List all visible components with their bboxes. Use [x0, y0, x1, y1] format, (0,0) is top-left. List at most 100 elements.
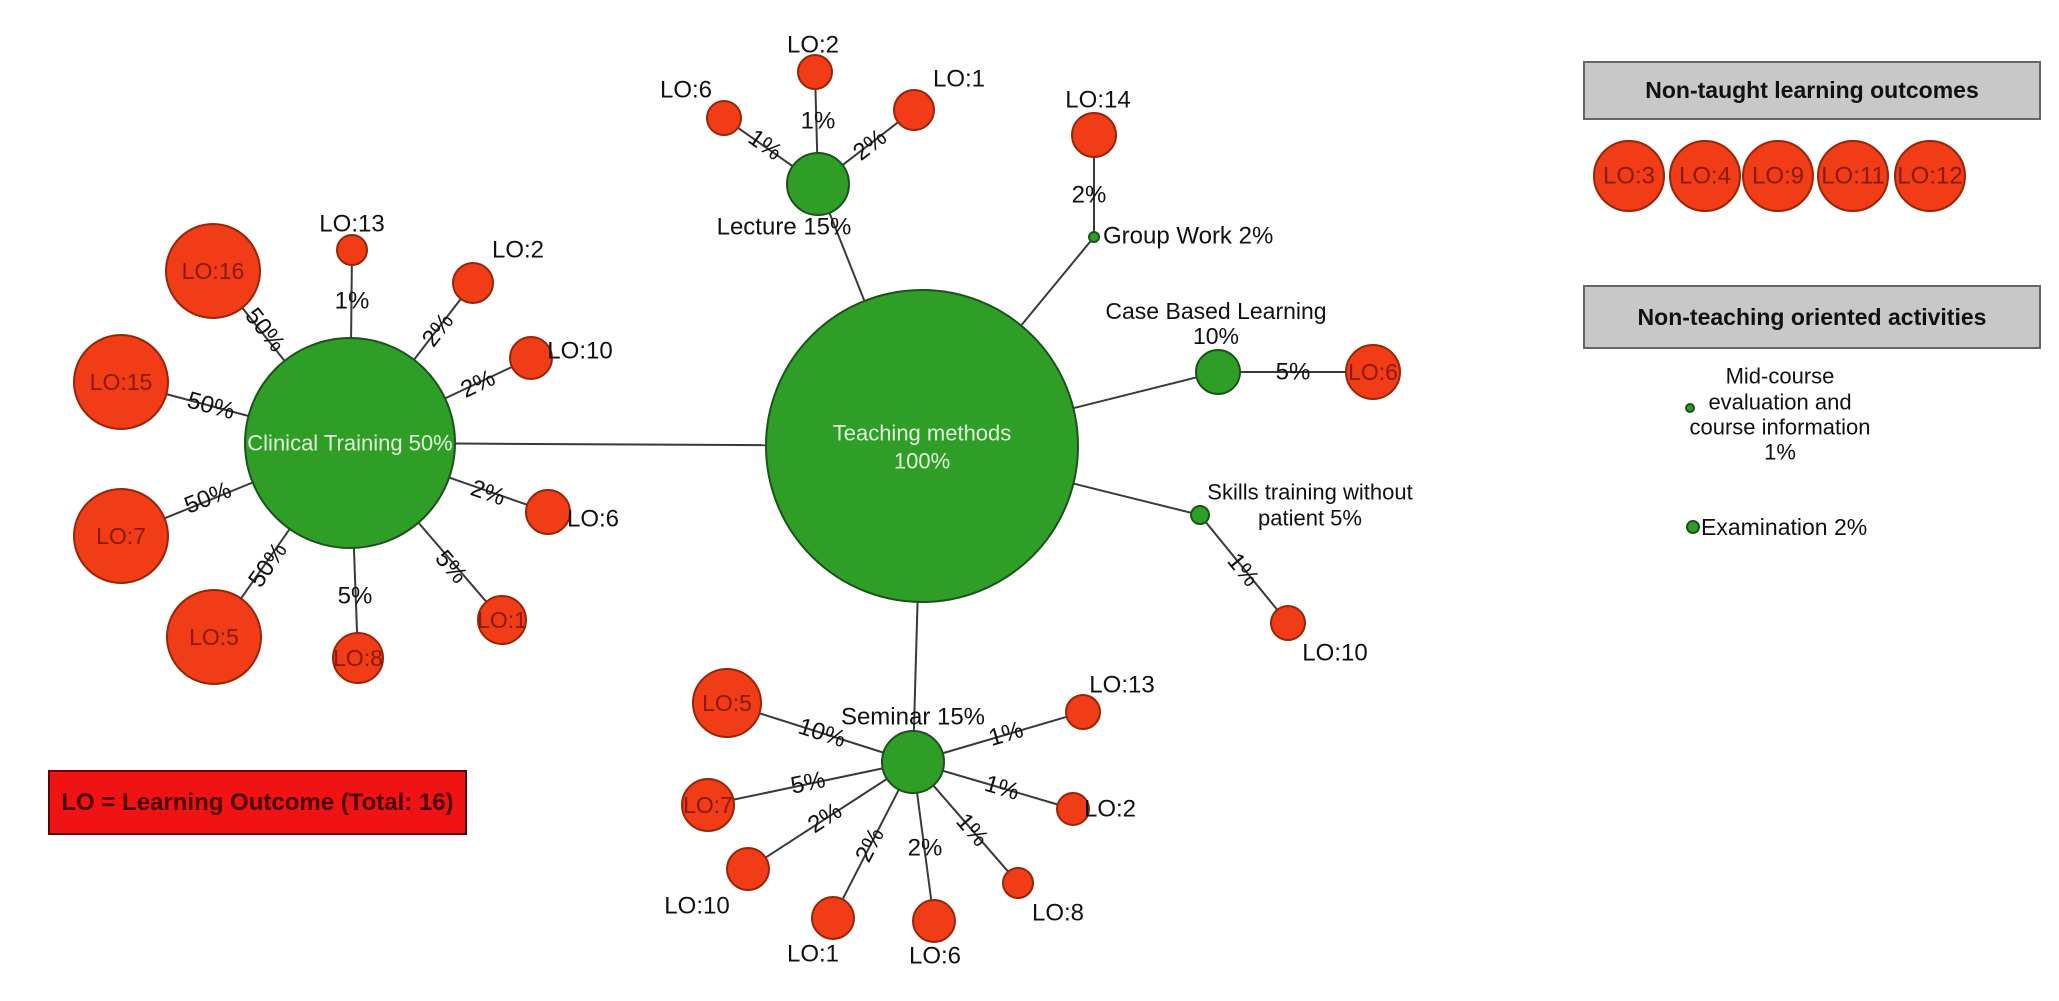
- edge-label-clinical-c-lo1: 5%: [429, 545, 472, 589]
- edge-label-lecture-l-lo1: 2%: [848, 124, 892, 167]
- edge-seminar-s-lo13: [942, 715, 1067, 755]
- node-s-lo7: [681, 778, 735, 832]
- node-gw-lo14: [1071, 112, 1117, 158]
- node-c-lo15: [73, 334, 169, 430]
- node-label-c-lo16-0: LO:16: [182, 258, 245, 284]
- node-label-nt-lo3-0: LO:3: [1603, 163, 1655, 190]
- edge-clinical-c-lo13: [350, 264, 353, 339]
- node-l-lo1: [893, 89, 935, 131]
- node-clinical: [244, 337, 456, 549]
- edge-label-clinical-c-lo8: 5%: [338, 583, 373, 610]
- node-s-lo10: [726, 847, 770, 891]
- label-seminar-lo6: LO:6: [909, 943, 961, 970]
- edge-seminar-s-lo2: [942, 769, 1058, 806]
- edge-clinical-c-lo8: [352, 547, 359, 634]
- label-clinical-lo2: LO:2: [492, 237, 544, 264]
- label-lo14: LO:14: [1065, 87, 1130, 114]
- label-seminar-lo2: LO:2: [1084, 796, 1136, 823]
- edge-label-clinical-c-lo10: 2%: [457, 364, 500, 403]
- edge-clinical-c-lo15: [166, 393, 249, 417]
- edge-teaching-cbl: [1073, 376, 1197, 410]
- label-lecture: Lecture 15%: [717, 214, 852, 241]
- edge-seminar-s-lo6: [916, 792, 933, 901]
- label-skills-line1: Skills training without: [1207, 480, 1412, 505]
- label-clinical-lo13: LO:13: [319, 211, 384, 238]
- label-case-based-learning: Case Based Learning: [1105, 298, 1326, 324]
- edge-clinical-c-lo1: [417, 522, 488, 603]
- label-midcourse-pct: 1%: [1764, 440, 1796, 465]
- node-c-lo1: [477, 595, 527, 645]
- edge-label-seminar-s-lo7: 5%: [788, 766, 827, 800]
- node-s-lo8: [1002, 867, 1034, 899]
- label-clinical-lo6: LO:6: [567, 506, 619, 533]
- label-midcourse-line1: Mid-course: [1726, 364, 1835, 389]
- edge-clinical-c-lo7: [164, 481, 254, 520]
- panel-header-non-teaching: Non-teaching oriented activities: [1583, 285, 2041, 349]
- node-label-cbl-lo6-0: LO:6: [1348, 359, 1398, 385]
- edge-seminar-s-lo5: [759, 712, 884, 754]
- node-dot-midcourse: [1685, 403, 1695, 413]
- label-examination: Examination 2%: [1701, 514, 1867, 540]
- node-label-c-lo1-0: LO:1: [477, 607, 527, 633]
- edge-lecture-l-lo6: [737, 126, 794, 168]
- node-cbl: [1195, 349, 1241, 395]
- label-clinical-lo10: LO:10: [547, 338, 612, 365]
- edge-clinical-c-lo5: [240, 528, 291, 600]
- node-dot-exam: [1686, 520, 1700, 534]
- node-s-lo1: [811, 896, 855, 940]
- panel-header-non-taught: Non-taught learning outcomes: [1583, 61, 2041, 120]
- label-skills-line2: patient 5%: [1258, 506, 1362, 531]
- label-lecture-lo1: LO:1: [933, 66, 985, 93]
- node-c-lo16: [165, 223, 261, 319]
- node-c-lo2: [452, 262, 494, 304]
- edge-lecture-l-lo2: [814, 88, 819, 154]
- edge-label-seminar-s-lo6: 2%: [908, 835, 943, 862]
- edge-clinical-c-lo10: [444, 366, 513, 400]
- edge-clinical-c-lo16: [241, 307, 286, 362]
- node-cbl-lo6: [1345, 344, 1401, 400]
- node-c-lo13: [336, 234, 368, 266]
- edge-label-clinical-c-lo15: 50%: [184, 387, 237, 425]
- node-lecture: [786, 152, 850, 216]
- label-seminar-lo8: LO:8: [1032, 900, 1084, 927]
- node-label-nt-lo9-0: LO:9: [1752, 163, 1804, 190]
- edge-teaching-seminar: [912, 601, 919, 732]
- edge-clinical-c-lo6: [448, 476, 528, 506]
- edge-label-seminar-s-lo8: 1%: [950, 808, 993, 852]
- edge-label-clinical-c-lo7: 50%: [181, 476, 236, 519]
- node-label-nt-lo4-0: LO:4: [1679, 163, 1731, 190]
- node-c-lo5: [166, 589, 262, 685]
- node-label-s-lo7-0: LO:7: [683, 792, 733, 818]
- node-label-s-lo5-0: LO:5: [702, 690, 752, 716]
- label-seminar-lo10: LO:10: [664, 893, 729, 920]
- edge-label-seminar-s-lo13: 1%: [986, 716, 1027, 752]
- edge-teaching-groupwork: [1020, 240, 1092, 327]
- edge-label-lecture-l-lo6: 1%: [743, 124, 787, 166]
- node-label-clinical-0: Clinical Training 50%: [247, 431, 452, 456]
- node-label-nt-lo11-0: LO:11: [1821, 163, 1885, 190]
- label-seminar: Seminar 15%: [841, 704, 985, 731]
- edge-label-clinical-c-lo6: 2%: [467, 475, 509, 512]
- edge-seminar-s-lo1: [841, 789, 900, 900]
- label-group-work: Group Work 2%: [1103, 223, 1273, 250]
- label-seminar-lo1: LO:1: [787, 941, 839, 968]
- node-s-lo6: [912, 899, 956, 943]
- node-groupwork: [1088, 231, 1100, 243]
- edge-skills-sk-lo10: [1204, 521, 1279, 611]
- edge-label-groupwork-gw-lo14: 2%: [1072, 182, 1107, 209]
- node-label-c-lo8-0: LO:8: [333, 645, 383, 671]
- label-lecture-lo6: LO:6: [660, 77, 712, 104]
- node-nt-lo9: [1742, 140, 1814, 212]
- edge-seminar-s-lo8: [932, 784, 1009, 873]
- node-c-lo8: [332, 632, 384, 684]
- edge-teaching-lecture: [828, 212, 866, 302]
- node-l-lo2: [797, 54, 833, 90]
- node-nt-lo3: [1593, 140, 1665, 212]
- legend-box: LO = Learning Outcome (Total: 16): [48, 770, 467, 835]
- node-label-c-lo7-0: LO:7: [96, 523, 146, 549]
- edge-teaching-skills: [1073, 482, 1192, 514]
- label-skills-lo10: LO:10: [1302, 640, 1367, 667]
- node-nt-lo12: [1894, 140, 1966, 212]
